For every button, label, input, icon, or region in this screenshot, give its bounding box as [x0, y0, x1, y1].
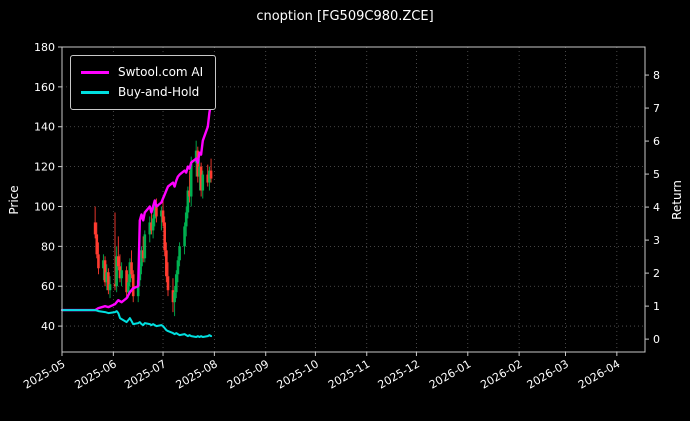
- return-tick-label: 7: [653, 102, 660, 115]
- candle-body: [93, 222, 97, 235]
- candle-body: [136, 280, 140, 297]
- return-tick-label: 2: [653, 267, 660, 280]
- candle-body: [120, 270, 123, 279]
- candle-body: [102, 260, 105, 269]
- candle-body: [166, 276, 170, 291]
- x-tick-label: 2026-01: [427, 357, 473, 391]
- candle-body: [186, 190, 190, 213]
- candle-body: [165, 250, 168, 277]
- candle-body: [194, 150, 198, 163]
- candle-body: [189, 162, 193, 197]
- candle-body: [161, 210, 165, 223]
- candle-body: [150, 222, 153, 231]
- price-tick-label: 80: [41, 240, 55, 253]
- candle-body: [198, 166, 201, 177]
- candle-body: [95, 234, 99, 255]
- return-tick-label: 1: [653, 300, 660, 313]
- return-tick-label: 4: [653, 201, 660, 214]
- legend-label-ai: Swtool.com AI: [118, 65, 204, 79]
- candle-body: [97, 254, 100, 269]
- x-tick-label: 2025-08: [174, 357, 220, 391]
- candle-body: [176, 260, 180, 275]
- price-tick-label: 120: [34, 161, 55, 174]
- candle-body: [155, 206, 158, 217]
- series-line-0: [60, 101, 213, 312]
- candle-body: [160, 210, 163, 217]
- x-tick-label: 2025-09: [225, 357, 271, 391]
- x-tick-label: 2026-04: [576, 357, 622, 391]
- legend-label-bh: Buy-and-Hold: [118, 85, 200, 99]
- candle-body: [117, 256, 120, 267]
- candle-body: [143, 234, 147, 259]
- return-tick-label: 6: [653, 135, 660, 148]
- candle-body: [118, 266, 122, 279]
- price-tick-label: 60: [41, 280, 55, 293]
- candle-body: [115, 256, 118, 287]
- candle-body: [138, 266, 142, 281]
- return-tick-label: 8: [653, 69, 660, 82]
- candle-body: [103, 260, 107, 283]
- series-line-1: [61, 309, 213, 338]
- candle-body: [153, 206, 157, 219]
- candle-body: [171, 290, 175, 303]
- candle-body: [184, 212, 188, 227]
- candle-body: [173, 292, 176, 303]
- chart-title: cnoption [FG509C980.ZCE]: [256, 9, 434, 24]
- legend-swatch-ai-line: [81, 70, 109, 74]
- x-tick-label: 2026-03: [525, 357, 571, 391]
- plot-border: [61, 46, 646, 353]
- legend-item-ai: Swtool.com AI: [81, 62, 203, 82]
- candle-body: [188, 190, 191, 197]
- candle-body: [125, 270, 128, 293]
- x-tick-label: 2025-05: [21, 357, 67, 391]
- candle-body: [108, 284, 112, 291]
- candle-body: [130, 262, 133, 275]
- candle-body: [126, 282, 130, 293]
- x-tick-label: 2025-06: [73, 357, 119, 391]
- x-tick-label: 2025-11: [326, 357, 372, 391]
- candle-body: [107, 272, 110, 291]
- legend: Swtool.com AI Buy-and-Hold: [70, 55, 217, 110]
- x-tick-label: 2025-10: [275, 357, 321, 391]
- return-tick-label: 0: [653, 333, 660, 346]
- price-tick-label: 100: [34, 200, 55, 213]
- candle-body: [151, 218, 155, 231]
- candle-body: [178, 246, 181, 261]
- candle-body: [148, 222, 152, 235]
- candle-body: [209, 170, 213, 179]
- candle-body: [183, 226, 186, 247]
- candle-body: [208, 170, 211, 183]
- candle-body: [141, 250, 145, 259]
- candle-body: [128, 262, 132, 283]
- candle-body: [131, 274, 135, 297]
- candle-body: [113, 284, 117, 287]
- price-tick-label: 40: [41, 320, 55, 333]
- candle-body: [201, 174, 205, 191]
- return-tick-label: 3: [653, 234, 660, 247]
- legend-item-bh: Buy-and-Hold: [81, 82, 203, 102]
- candle-body: [163, 222, 166, 251]
- return-tick-label: 5: [653, 168, 660, 181]
- candle-body: [174, 274, 178, 293]
- legend-swatch-bh-line: [81, 90, 109, 94]
- candle-body: [206, 174, 210, 183]
- x-tick-label: 2025-07: [122, 357, 168, 391]
- price-tick-label: 160: [34, 81, 55, 94]
- x-tick-label: 2026-02: [478, 357, 524, 391]
- candle-body: [199, 166, 203, 191]
- price-tick-label: 180: [34, 41, 55, 54]
- price-tick-label: 140: [34, 121, 55, 134]
- x-tick-label: 2025-12: [376, 357, 422, 391]
- candle-body: [105, 272, 109, 283]
- candle-body: [140, 250, 143, 267]
